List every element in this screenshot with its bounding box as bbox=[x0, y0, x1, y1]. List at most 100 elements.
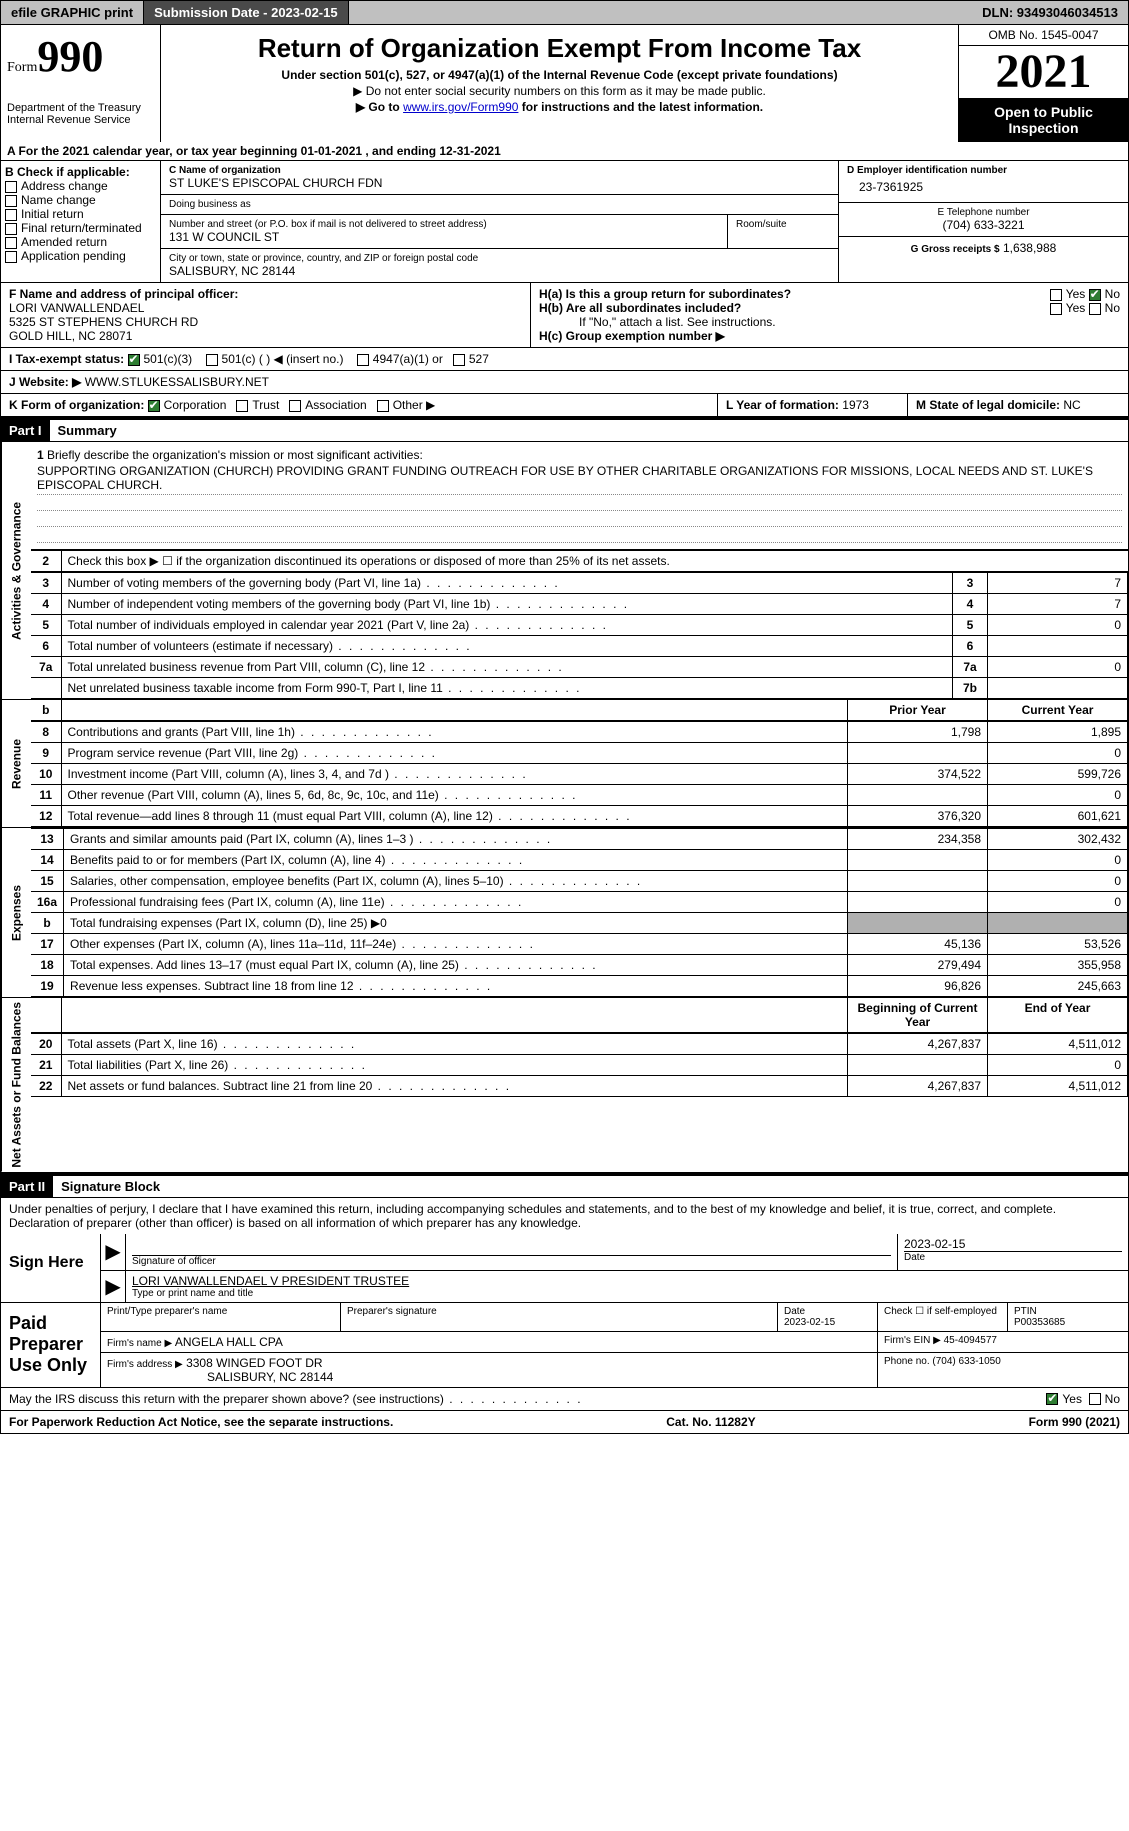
g-label: G Gross receipts $ bbox=[911, 244, 1000, 255]
footer-mid: Cat. No. 11282Y bbox=[666, 1415, 755, 1429]
j-label: J Website: ▶ bbox=[9, 375, 81, 389]
paid-preparer-block: Paid Preparer Use Only Print/Type prepar… bbox=[0, 1303, 1129, 1388]
firm-ein: 45-4094577 bbox=[944, 1335, 997, 1346]
open-public: Open to Public Inspection bbox=[959, 98, 1128, 142]
k-label: K Form of organization: bbox=[9, 398, 144, 412]
part1-title: Summary bbox=[50, 420, 125, 441]
ein-value: 23-7361925 bbox=[847, 176, 1120, 198]
firm-addr2: SALISBURY, NC 28144 bbox=[107, 1370, 333, 1384]
org-name: ST LUKE'S EPISCOPAL CHURCH FDN bbox=[169, 176, 830, 190]
dba-label: Doing business as bbox=[169, 199, 830, 210]
note-ssn: ▶ Do not enter social security numbers o… bbox=[165, 84, 954, 98]
e-label: E Telephone number bbox=[847, 207, 1120, 218]
part2-title: Signature Block bbox=[53, 1176, 168, 1197]
form-number: 990 bbox=[37, 32, 103, 81]
street-label: Number and street (or P.O. box if mail i… bbox=[169, 219, 719, 230]
officer-addr1: 5325 ST STEPHENS CHURCH RD bbox=[9, 315, 522, 329]
phone-value: (704) 633-3221 bbox=[847, 218, 1120, 232]
type-name-label: Type or print name and title bbox=[132, 1288, 1122, 1299]
officer-addr2: GOLD HILL, NC 28071 bbox=[9, 329, 522, 343]
officer-name-title: LORI VANWALLENDAEL V PRESIDENT TRUSTEE bbox=[132, 1274, 1122, 1288]
street-value: 131 W COUNCIL ST bbox=[169, 230, 719, 244]
form-word: Form bbox=[7, 60, 37, 75]
officer-group-row: F Name and address of principal officer:… bbox=[0, 283, 1129, 348]
officer-name: LORI VANWALLENDAEL bbox=[9, 301, 522, 315]
footer-right: Form 990 (2021) bbox=[1029, 1415, 1120, 1429]
gross-receipts: 1,638,988 bbox=[1003, 241, 1056, 255]
tax-year: 2021 bbox=[959, 46, 1128, 98]
arrow-icon: ▶ bbox=[101, 1234, 126, 1270]
omb-number: OMB No. 1545-0047 bbox=[959, 25, 1128, 46]
l-label: L Year of formation: bbox=[726, 398, 839, 412]
footer-left: For Paperwork Reduction Act Notice, see … bbox=[9, 1415, 393, 1429]
b-opt-0: Address change bbox=[5, 179, 156, 193]
b-opt-4: Amended return bbox=[5, 235, 156, 249]
sign-here-label: Sign Here bbox=[1, 1234, 101, 1302]
dln-label: DLN: 93493046034513 bbox=[972, 1, 1128, 24]
side-revenue: Revenue bbox=[1, 700, 31, 827]
sig-date: 2023-02-15 bbox=[904, 1237, 1122, 1251]
d-label: D Employer identification number bbox=[847, 165, 1120, 176]
part1-header: Part I Summary bbox=[0, 418, 1129, 442]
m-label: M State of legal domicile: bbox=[916, 398, 1060, 412]
room-label: Room/suite bbox=[736, 219, 830, 230]
arrow-icon-2: ▶ bbox=[101, 1271, 126, 1302]
b-opt-1: Name change bbox=[5, 193, 156, 207]
preparer-sig-label: Preparer's signature bbox=[341, 1303, 778, 1331]
current-year-hdr: Current Year bbox=[988, 700, 1128, 721]
website-row: J Website: ▶ WWW.STLUKESSALISBURY.NET bbox=[0, 371, 1129, 394]
section-a: A For the 2021 calendar year, or tax yea… bbox=[0, 142, 1129, 161]
paid-label: Paid Preparer Use Only bbox=[1, 1303, 101, 1387]
declaration: Under penalties of perjury, I declare th… bbox=[0, 1198, 1129, 1234]
part2-label: Part II bbox=[1, 1176, 53, 1197]
side-expenses: Expenses bbox=[1, 828, 31, 997]
mission-text: SUPPORTING ORGANIZATION (CHURCH) PROVIDI… bbox=[37, 462, 1122, 495]
form-subtitle: Under section 501(c), 527, or 4947(a)(1)… bbox=[165, 68, 954, 82]
sig-date-label: Date bbox=[904, 1251, 1122, 1263]
b-opt-3: Final return/terminated bbox=[5, 221, 156, 235]
check-self-employed: Check ☐ if self-employed bbox=[878, 1303, 1008, 1331]
b-opt-5: Application pending bbox=[5, 249, 156, 263]
firm-addr1: 3308 WINGED FOOT DR bbox=[186, 1356, 322, 1370]
form-org-row: K Form of organization: Corporation Trus… bbox=[0, 394, 1129, 418]
side-governance: Activities & Governance bbox=[1, 442, 31, 699]
year-formation: 1973 bbox=[842, 398, 869, 412]
efile-label[interactable]: efile GRAPHIC print bbox=[1, 1, 144, 24]
sign-here-block: Sign Here ▶ Signature of officer 2023-02… bbox=[0, 1234, 1129, 1303]
ptin: P00353685 bbox=[1014, 1317, 1065, 1328]
city-value: SALISBURY, NC 28144 bbox=[169, 264, 830, 278]
h-b-note: If "No," attach a list. See instructions… bbox=[539, 315, 1120, 329]
website-value: WWW.STLUKESSALISBURY.NET bbox=[85, 375, 269, 389]
irs-link[interactable]: www.irs.gov/Form990 bbox=[403, 100, 518, 114]
i-label: I Tax-exempt status: bbox=[9, 352, 124, 366]
tax-exempt-row: I Tax-exempt status: 501(c)(3) 501(c) ( … bbox=[0, 348, 1129, 371]
firm-phone: (704) 633-1050 bbox=[932, 1356, 1000, 1367]
l1-label: Briefly describe the organization's miss… bbox=[47, 448, 423, 462]
prep-date: 2023-02-15 bbox=[784, 1317, 835, 1328]
print-preparer-label: Print/Type preparer's name bbox=[101, 1303, 341, 1331]
org-info-grid: B Check if applicable: Address change Na… bbox=[0, 161, 1129, 283]
f-label: F Name and address of principal officer: bbox=[9, 287, 522, 301]
h-c: H(c) Group exemption number ▶ bbox=[539, 329, 1120, 343]
city-label: City or town, state or province, country… bbox=[169, 253, 830, 264]
form-header: Form990 Department of the TreasuryIntern… bbox=[0, 25, 1129, 142]
end-year-hdr: End of Year bbox=[988, 998, 1128, 1033]
sig-officer-label: Signature of officer bbox=[132, 1255, 891, 1267]
form-title: Return of Organization Exempt From Incom… bbox=[165, 33, 954, 64]
side-netassets: Net Assets or Fund Balances bbox=[1, 998, 31, 1172]
firm-name: ANGELA HALL CPA bbox=[175, 1335, 283, 1349]
b-label: B Check if applicable: bbox=[5, 165, 156, 179]
submission-date: Submission Date - 2023-02-15 bbox=[144, 1, 349, 24]
c-name-label: C Name of organization bbox=[169, 165, 830, 176]
dept-label: Department of the TreasuryInternal Reven… bbox=[7, 102, 154, 126]
h-a: H(a) Is this a group return for subordin… bbox=[539, 287, 1120, 301]
b-opt-2: Initial return bbox=[5, 207, 156, 221]
footer: For Paperwork Reduction Act Notice, see … bbox=[0, 1411, 1129, 1434]
prior-year-hdr: Prior Year bbox=[848, 700, 988, 721]
begin-year-hdr: Beginning of Current Year bbox=[848, 998, 988, 1033]
h-b: H(b) Are all subordinates included? Yes … bbox=[539, 301, 1120, 315]
note-link: ▶ Go to www.irs.gov/Form990 for instruct… bbox=[165, 100, 954, 114]
part2-header: Part II Signature Block bbox=[0, 1174, 1129, 1198]
discuss-row: May the IRS discuss this return with the… bbox=[0, 1388, 1129, 1411]
l2: Check this box ▶ ☐ if the organization d… bbox=[61, 551, 1128, 572]
